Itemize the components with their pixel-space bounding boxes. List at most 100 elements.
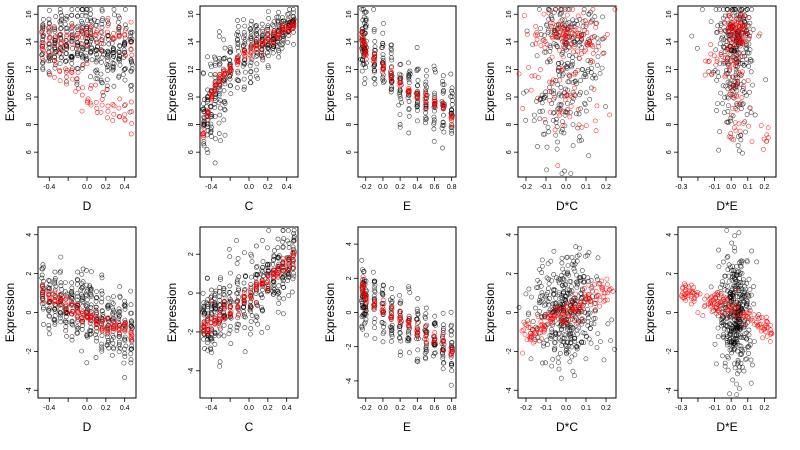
plot-frame bbox=[517, 5, 617, 178]
fitted-point bbox=[69, 67, 75, 73]
observed-point bbox=[533, 305, 538, 311]
observed-point bbox=[572, 373, 577, 379]
observed-point bbox=[227, 49, 233, 55]
fitted-point bbox=[88, 102, 94, 108]
observed-point bbox=[69, 12, 74, 18]
observed-point bbox=[543, 92, 549, 98]
fitted-point bbox=[549, 81, 555, 86]
observed-point bbox=[406, 60, 411, 66]
fitted-point bbox=[575, 13, 581, 19]
fitted-point bbox=[388, 76, 394, 82]
observed-point bbox=[94, 67, 100, 73]
observed-point bbox=[380, 58, 386, 63]
observed-point bbox=[449, 128, 455, 134]
observed-point bbox=[241, 35, 246, 41]
observed-point bbox=[748, 380, 754, 386]
observed-point bbox=[221, 322, 227, 328]
observed-point bbox=[235, 68, 241, 74]
fitted-point bbox=[105, 34, 111, 40]
fitted-point bbox=[565, 110, 571, 115]
observed-point bbox=[569, 99, 575, 104]
observed-point bbox=[389, 338, 394, 344]
observed-point bbox=[553, 295, 559, 301]
y-tick-label: 8 bbox=[346, 123, 353, 127]
observed-point bbox=[600, 14, 605, 20]
observed-point bbox=[94, 289, 99, 294]
observed-point bbox=[547, 307, 553, 313]
data-points bbox=[200, 227, 297, 369]
fitted-point bbox=[84, 32, 90, 38]
observed-point bbox=[235, 29, 241, 35]
fitted-point bbox=[208, 92, 214, 98]
x-tick-label: 0.0 bbox=[244, 184, 254, 191]
fitted-point bbox=[449, 115, 455, 120]
fitted-point bbox=[248, 55, 254, 60]
observed-point bbox=[285, 227, 291, 233]
observed-point bbox=[531, 118, 537, 124]
fitted-point bbox=[52, 42, 57, 48]
observed-point bbox=[105, 52, 110, 57]
observed-point bbox=[105, 36, 111, 42]
fitted-point bbox=[569, 41, 574, 47]
observed-point bbox=[449, 85, 455, 91]
x-tick-label: 0.8 bbox=[447, 405, 457, 412]
observed-point bbox=[763, 77, 769, 83]
observed-point bbox=[724, 94, 730, 100]
observed-point bbox=[75, 13, 80, 19]
observed-point bbox=[432, 90, 437, 96]
observed-point bbox=[255, 76, 261, 81]
observed-point bbox=[372, 39, 378, 44]
fitted-point bbox=[204, 110, 210, 115]
observed-point bbox=[79, 65, 85, 71]
fitted-point bbox=[564, 25, 570, 31]
x-tick-label: 0.0 bbox=[378, 184, 388, 191]
observed-point bbox=[544, 23, 549, 28]
observed-point bbox=[548, 258, 554, 264]
observed-point bbox=[62, 280, 68, 285]
observed-point bbox=[227, 83, 233, 89]
observed-point bbox=[558, 375, 564, 381]
fitted-point bbox=[110, 118, 116, 123]
fitted-point bbox=[575, 107, 581, 112]
x-tick-label: 0.0 bbox=[244, 405, 254, 412]
fitted-point bbox=[88, 34, 94, 40]
fitted-point bbox=[248, 50, 254, 56]
observed-point bbox=[595, 40, 601, 46]
fitted-point bbox=[104, 86, 110, 92]
x-tick-label: 0.6 bbox=[430, 405, 440, 412]
fitted-point bbox=[579, 124, 585, 130]
observed-point bbox=[80, 54, 85, 59]
fitted-point bbox=[581, 10, 587, 16]
observed-point bbox=[448, 309, 454, 315]
observed-point bbox=[555, 355, 561, 361]
fitted-point bbox=[557, 107, 563, 113]
observed-point bbox=[105, 68, 111, 73]
fitted-point bbox=[122, 32, 128, 38]
fitted-point bbox=[234, 56, 240, 62]
observed-point bbox=[397, 112, 403, 117]
observed-point bbox=[597, 71, 603, 76]
observed-point bbox=[559, 255, 565, 261]
observed-point bbox=[291, 227, 297, 233]
observed-point bbox=[734, 392, 740, 397]
observed-point bbox=[241, 17, 246, 22]
y-tick-label: 2 bbox=[506, 272, 513, 276]
fitted-point bbox=[739, 95, 745, 100]
observed-point bbox=[99, 18, 105, 23]
fitted-point bbox=[129, 52, 135, 58]
fitted-point bbox=[547, 97, 552, 103]
y-tick-label: -4 bbox=[26, 387, 33, 393]
observed-point bbox=[578, 78, 583, 83]
fitted-point bbox=[201, 131, 207, 137]
observed-point bbox=[742, 119, 748, 125]
fitted-point bbox=[105, 29, 110, 35]
observed-point bbox=[530, 42, 535, 47]
observed-point bbox=[372, 325, 377, 330]
fitted-point bbox=[550, 34, 555, 39]
fitted-point bbox=[538, 43, 544, 48]
fitted-point bbox=[94, 39, 99, 45]
observed-point bbox=[389, 42, 394, 48]
observed-point bbox=[580, 67, 585, 72]
